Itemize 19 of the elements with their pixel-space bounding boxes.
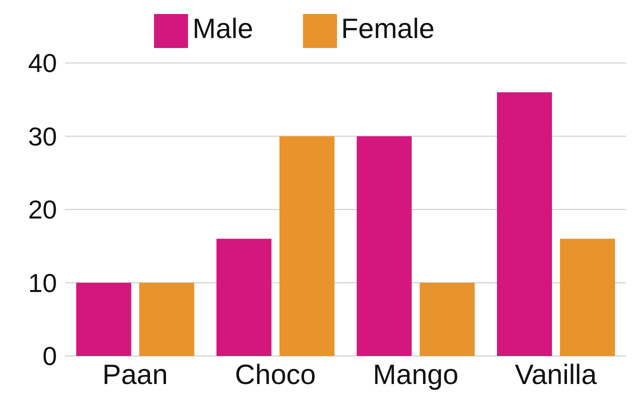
y-tick-label: 20 [28, 194, 57, 225]
x-tick-label: Mango [372, 358, 458, 390]
bar [139, 282, 194, 356]
y-tick-label: 10 [28, 268, 57, 298]
bar [420, 282, 475, 356]
y-tick-label: 0 [42, 341, 57, 372]
bar [560, 238, 615, 356]
bar [496, 92, 552, 356]
legend-label: Male [192, 13, 254, 44]
y-tick-label: 30 [28, 121, 57, 152]
y-tick-label: 40 [28, 48, 57, 78]
x-tick-label: Vanilla [514, 358, 598, 390]
bar [356, 136, 412, 356]
legend-label: Female [341, 13, 435, 44]
bar [279, 136, 334, 356]
x-tick-label: Choco [234, 358, 316, 390]
x-tick-label: Paan [102, 358, 168, 390]
bar [216, 238, 272, 356]
bar [76, 282, 132, 356]
